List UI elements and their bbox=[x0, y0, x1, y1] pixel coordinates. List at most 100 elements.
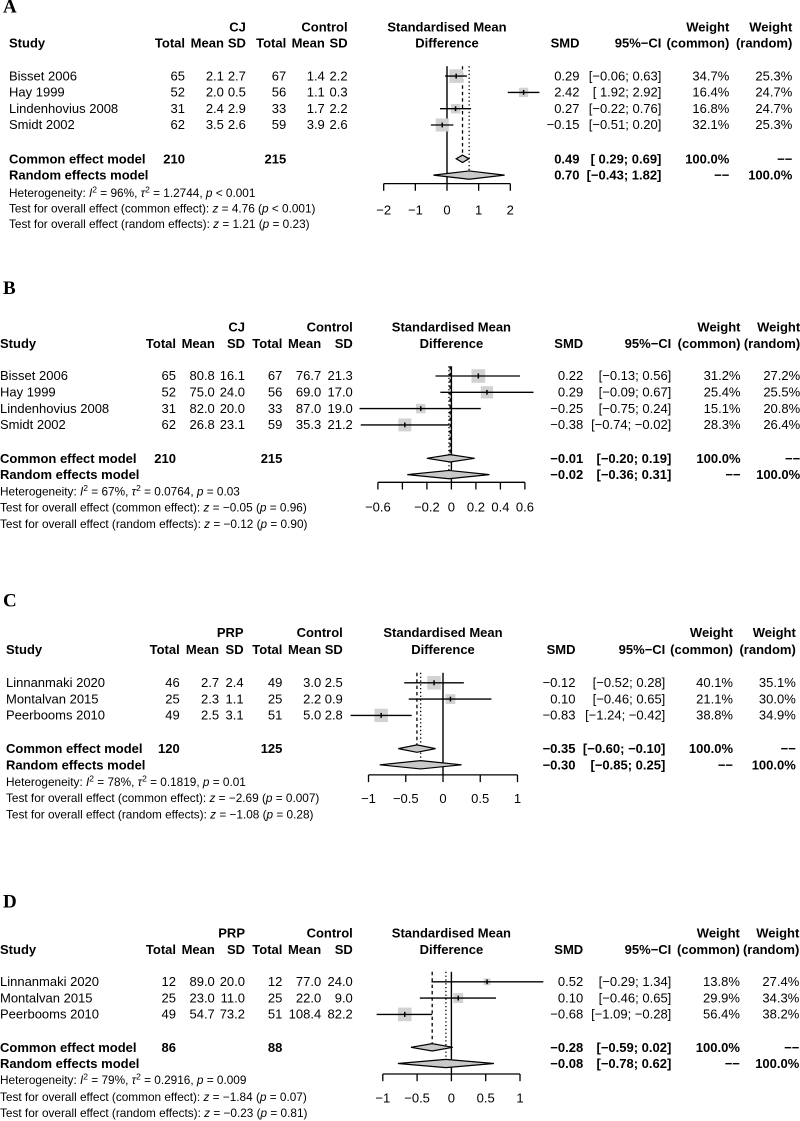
svg-text:54.7: 54.7 bbox=[189, 1007, 214, 1022]
svg-text:2.0: 2.0 bbox=[206, 85, 224, 100]
svg-text:15.1%: 15.1% bbox=[704, 401, 741, 416]
svg-text:100.0%: 100.0% bbox=[748, 168, 793, 183]
svg-text:(random): (random) bbox=[739, 642, 795, 657]
svg-text:(common): (common) bbox=[666, 36, 729, 51]
svg-text:1.7: 1.7 bbox=[307, 101, 325, 116]
svg-text:1.1: 1.1 bbox=[307, 85, 325, 100]
svg-text:51: 51 bbox=[268, 708, 282, 723]
svg-text:26.4%: 26.4% bbox=[763, 417, 800, 432]
svg-text:Linnanmaki 2020: Linnanmaki 2020 bbox=[0, 974, 99, 989]
svg-text:2.5: 2.5 bbox=[325, 675, 343, 690]
svg-text:35.3: 35.3 bbox=[296, 417, 321, 432]
svg-text:[−0.06; 0.63]: [−0.06; 0.63] bbox=[589, 68, 662, 83]
svg-text:Standardised Mean: Standardised Mean bbox=[392, 926, 511, 941]
svg-text:−1: −1 bbox=[375, 1090, 390, 1105]
svg-text:Mean: Mean bbox=[182, 942, 215, 957]
svg-text:40.1%: 40.1% bbox=[696, 675, 733, 690]
svg-text:16.4%: 16.4% bbox=[692, 85, 729, 100]
svg-text:Common effect model: Common effect model bbox=[0, 1040, 137, 1055]
svg-text:Lindenhovius 2008: Lindenhovius 2008 bbox=[9, 101, 118, 116]
svg-text:−0.01: −0.01 bbox=[550, 451, 583, 466]
svg-text:77.0: 77.0 bbox=[296, 974, 321, 989]
svg-text:49: 49 bbox=[268, 675, 282, 690]
svg-text:−2: −2 bbox=[376, 202, 391, 217]
svg-text:0.5: 0.5 bbox=[471, 791, 489, 806]
svg-text:SD: SD bbox=[227, 336, 245, 351]
svg-text:86: 86 bbox=[162, 1040, 176, 1055]
svg-text:5.0: 5.0 bbox=[303, 708, 321, 723]
svg-text:100.0%: 100.0% bbox=[685, 151, 730, 166]
svg-text:Study: Study bbox=[9, 36, 46, 51]
svg-text:46: 46 bbox=[165, 675, 179, 690]
svg-text:−0.38: −0.38 bbox=[550, 417, 583, 432]
svg-text:27.4%: 27.4% bbox=[762, 974, 799, 989]
svg-text:Random effects model: Random effects model bbox=[9, 168, 148, 183]
svg-text:0.10: 0.10 bbox=[550, 691, 575, 706]
svg-text:2.3: 2.3 bbox=[201, 691, 219, 706]
svg-text:Test for overall effect (rando: Test for overall effect (random effects)… bbox=[6, 808, 314, 822]
svg-text:29.9%: 29.9% bbox=[703, 990, 740, 1005]
svg-text:31: 31 bbox=[171, 101, 185, 116]
svg-text:25: 25 bbox=[268, 691, 282, 706]
svg-text:34.7%: 34.7% bbox=[692, 68, 729, 83]
svg-text:(common): (common) bbox=[670, 642, 733, 657]
svg-text:Test for overall effect (rando: Test for overall effect (random effects)… bbox=[9, 217, 310, 231]
svg-text:−0.2: −0.2 bbox=[414, 500, 440, 515]
svg-text:0.6: 0.6 bbox=[516, 500, 534, 515]
svg-text:1: 1 bbox=[514, 791, 521, 806]
svg-text:Study: Study bbox=[0, 336, 37, 351]
svg-text:Mean: Mean bbox=[191, 36, 224, 51]
svg-text:[−0.46; 0.65]: [−0.46; 0.65] bbox=[599, 990, 672, 1005]
svg-text:25.3%: 25.3% bbox=[755, 117, 792, 132]
svg-text:(random): (random) bbox=[743, 942, 799, 957]
svg-text:SD: SD bbox=[228, 36, 246, 51]
svg-text:33: 33 bbox=[272, 101, 286, 116]
svg-text:B: B bbox=[3, 278, 16, 299]
svg-text:0.52: 0.52 bbox=[558, 974, 583, 989]
svg-text:24.7%: 24.7% bbox=[755, 101, 792, 116]
svg-text:0: 0 bbox=[443, 202, 450, 217]
svg-text:CJ: CJ bbox=[228, 320, 245, 335]
svg-text:87.0: 87.0 bbox=[296, 401, 321, 416]
svg-text:59: 59 bbox=[268, 417, 282, 432]
svg-text:Total: Total bbox=[146, 942, 176, 957]
svg-text:Heterogeneity: I2​ = 79%, τ2​: Heterogeneity: I2​ = 79%, τ2​ = 0.2916, … bbox=[0, 1072, 246, 1088]
svg-text:[−0.60; −0.10]: [−0.60; −0.10] bbox=[583, 741, 665, 756]
svg-text:Weight: Weight bbox=[757, 320, 800, 335]
svg-text:Total: Total bbox=[150, 642, 180, 657]
svg-text:Total: Total bbox=[155, 36, 185, 51]
svg-text:Test for overall effect (rando: Test for overall effect (random effects)… bbox=[0, 517, 308, 531]
svg-text:1: 1 bbox=[475, 202, 482, 217]
svg-text:−0.5: −0.5 bbox=[404, 1090, 430, 1105]
svg-text:[−0.20; 0.19]: [−0.20; 0.19] bbox=[597, 451, 672, 466]
svg-text:−1: −1 bbox=[361, 791, 376, 806]
svg-text:20.0: 20.0 bbox=[220, 401, 245, 416]
svg-text:65: 65 bbox=[162, 368, 176, 383]
svg-text:2.6: 2.6 bbox=[330, 117, 348, 132]
svg-text:PRP: PRP bbox=[218, 926, 245, 941]
svg-text:0.49: 0.49 bbox=[554, 151, 579, 166]
svg-text:SMD: SMD bbox=[554, 336, 583, 351]
svg-text:13.8%: 13.8% bbox=[703, 974, 740, 989]
svg-text:80.8: 80.8 bbox=[189, 368, 214, 383]
svg-text:0.10: 0.10 bbox=[558, 990, 583, 1005]
svg-text:51: 51 bbox=[268, 1007, 282, 1022]
svg-text:Bisset 2006: Bisset 2006 bbox=[0, 368, 68, 383]
svg-text:Mean: Mean bbox=[288, 336, 321, 351]
svg-text:−0.12: −0.12 bbox=[543, 675, 576, 690]
svg-text:Standardised Mean: Standardised Mean bbox=[392, 320, 511, 335]
svg-text:100.0%: 100.0% bbox=[689, 741, 734, 756]
svg-text:2.7: 2.7 bbox=[228, 68, 246, 83]
svg-text:Common effect model: Common effect model bbox=[6, 741, 143, 756]
svg-text:−0.15: −0.15 bbox=[547, 117, 580, 132]
svg-text:31: 31 bbox=[162, 401, 176, 416]
svg-text:215: 215 bbox=[261, 451, 283, 466]
svg-text:0.9: 0.9 bbox=[325, 691, 343, 706]
svg-text:82.0: 82.0 bbox=[189, 401, 214, 416]
svg-text:Control: Control bbox=[297, 625, 343, 640]
svg-text:56: 56 bbox=[268, 385, 282, 400]
svg-text:25.3%: 25.3% bbox=[755, 68, 792, 83]
svg-text:38.2%: 38.2% bbox=[762, 1007, 799, 1022]
svg-text:49: 49 bbox=[165, 708, 179, 723]
svg-text:67: 67 bbox=[268, 368, 282, 383]
